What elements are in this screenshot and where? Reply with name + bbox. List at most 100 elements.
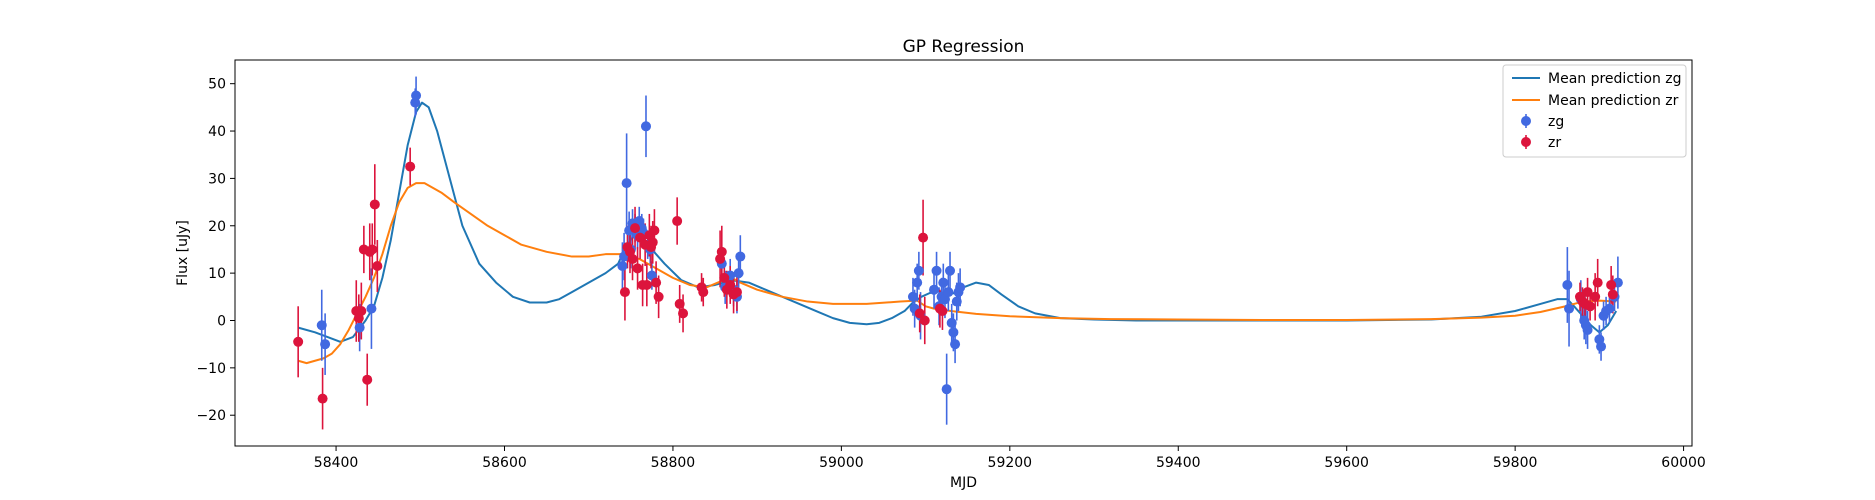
zr-data-point bbox=[1585, 301, 1596, 312]
zr-data-point bbox=[731, 287, 742, 298]
data-points bbox=[293, 90, 1623, 404]
zr-data-point bbox=[1607, 289, 1618, 300]
zr-data-point bbox=[647, 237, 658, 248]
x-tick-label: 58600 bbox=[482, 455, 527, 471]
zr-data-point bbox=[369, 199, 380, 210]
zr-data-point bbox=[632, 263, 643, 274]
zr-data-point bbox=[1592, 277, 1603, 288]
plot-area bbox=[293, 76, 1623, 430]
y-tick-label: 50 bbox=[208, 77, 226, 93]
y-tick-label: 0 bbox=[217, 313, 226, 329]
legend-swatch-zr bbox=[1521, 135, 1531, 149]
zg-data-point bbox=[1604, 303, 1615, 314]
zr-data-point bbox=[653, 291, 664, 302]
zr-data-point bbox=[362, 374, 373, 385]
chart-title: GP Regression bbox=[903, 37, 1025, 57]
zg-data-point bbox=[354, 322, 365, 333]
zg-data-point bbox=[945, 265, 956, 276]
zr-data-point bbox=[356, 306, 367, 317]
legend: Mean prediction zg Mean prediction zr zg… bbox=[1502, 64, 1687, 158]
zr-data-point bbox=[367, 244, 378, 255]
zr-data-point bbox=[919, 315, 930, 326]
x-tick-label: 58400 bbox=[314, 455, 359, 471]
zg-data-point bbox=[733, 268, 744, 279]
mean-prediction-zr-line bbox=[297, 182, 1617, 365]
zr-data-point bbox=[1582, 287, 1593, 298]
zr-data-point bbox=[698, 287, 709, 298]
zr-data-point bbox=[719, 272, 730, 283]
x-tick-label: 59200 bbox=[988, 455, 1033, 471]
legend-label-mean-zr: Mean prediction zr bbox=[1548, 93, 1679, 109]
legend-label-mean-zg: Mean prediction zg bbox=[1548, 71, 1682, 87]
zg-data-point bbox=[735, 251, 746, 262]
zg-data-point bbox=[617, 261, 628, 272]
legend-box bbox=[1502, 64, 1687, 158]
x-axis-label: MJD bbox=[950, 475, 977, 491]
zg-data-point bbox=[366, 303, 377, 314]
x-tick-label: 60000 bbox=[1661, 455, 1706, 471]
y-tick-label: −10 bbox=[196, 361, 226, 377]
zr-data-point bbox=[937, 306, 948, 317]
x-tick-label: 59400 bbox=[1156, 455, 1201, 471]
y-tick-label: −20 bbox=[196, 408, 226, 424]
zg-data-point bbox=[1596, 341, 1607, 352]
zr-data-point bbox=[317, 393, 328, 404]
zr-data-point bbox=[619, 287, 630, 298]
zg-data-point bbox=[929, 284, 940, 295]
zr-data-point bbox=[649, 225, 660, 236]
zg-data-point bbox=[948, 327, 959, 338]
zg-data-point bbox=[1582, 324, 1593, 335]
x-axis: 58400 58600 58800 59000 59200 59400 59600 59800… bbox=[314, 446, 1706, 471]
zr-data-point bbox=[635, 232, 646, 243]
zr-data-point bbox=[627, 253, 638, 264]
zg-data-point bbox=[1562, 279, 1573, 290]
zg-data-point bbox=[907, 291, 918, 302]
zr-data-point bbox=[672, 216, 683, 227]
x-tick-label: 58800 bbox=[651, 455, 696, 471]
y-axis-label: Flux [uJy] bbox=[175, 220, 191, 286]
zr-data-point bbox=[678, 308, 689, 319]
zr-data-point bbox=[293, 336, 304, 347]
zr-data-point bbox=[725, 279, 736, 290]
zr-data-point bbox=[630, 223, 641, 234]
zg-data-point bbox=[950, 339, 961, 350]
x-tick-label: 59000 bbox=[819, 455, 864, 471]
zr-data-point bbox=[1590, 291, 1601, 302]
zr-data-point bbox=[716, 246, 727, 257]
zg-data-point bbox=[938, 277, 949, 288]
zg-data-point bbox=[640, 121, 651, 132]
y-tick-label: 30 bbox=[208, 171, 226, 187]
y-axis: −20 −10 0 10 20 30 40 50 bbox=[196, 77, 235, 424]
y-tick-label: 40 bbox=[208, 124, 226, 140]
zr-data-point bbox=[674, 298, 685, 309]
zg-data-point bbox=[320, 339, 331, 350]
zr-data-point bbox=[914, 308, 925, 319]
zg-data-point bbox=[941, 384, 952, 395]
zr-data-point bbox=[1606, 279, 1617, 290]
y-tick-label: 10 bbox=[208, 266, 226, 282]
legend-swatch-zg bbox=[1521, 114, 1531, 128]
zr-data-point bbox=[651, 277, 662, 288]
zg-data-point bbox=[913, 265, 924, 276]
zg-data-point bbox=[955, 282, 966, 293]
zr-data-point bbox=[372, 261, 383, 272]
y-tick-label: 20 bbox=[208, 219, 226, 235]
mean-prediction-lines bbox=[297, 101, 1618, 365]
zg-data-point bbox=[621, 178, 632, 189]
zg-data-point bbox=[951, 296, 962, 307]
zg-data-point bbox=[1564, 303, 1575, 314]
zg-data-point bbox=[912, 277, 923, 288]
zg-data-point bbox=[943, 287, 954, 298]
axes-frame bbox=[234, 59, 1693, 447]
x-tick-label: 59800 bbox=[1493, 455, 1538, 471]
zg-data-point bbox=[931, 265, 942, 276]
zr-data-point bbox=[641, 279, 652, 290]
legend-point-glyph bbox=[1521, 116, 1531, 126]
legend-label-zr: zr bbox=[1548, 135, 1561, 151]
legend-label-zg: zg bbox=[1548, 114, 1564, 130]
legend-point-glyph bbox=[1521, 137, 1531, 147]
zg-data-point bbox=[411, 90, 422, 101]
zg-data-point bbox=[316, 320, 327, 331]
